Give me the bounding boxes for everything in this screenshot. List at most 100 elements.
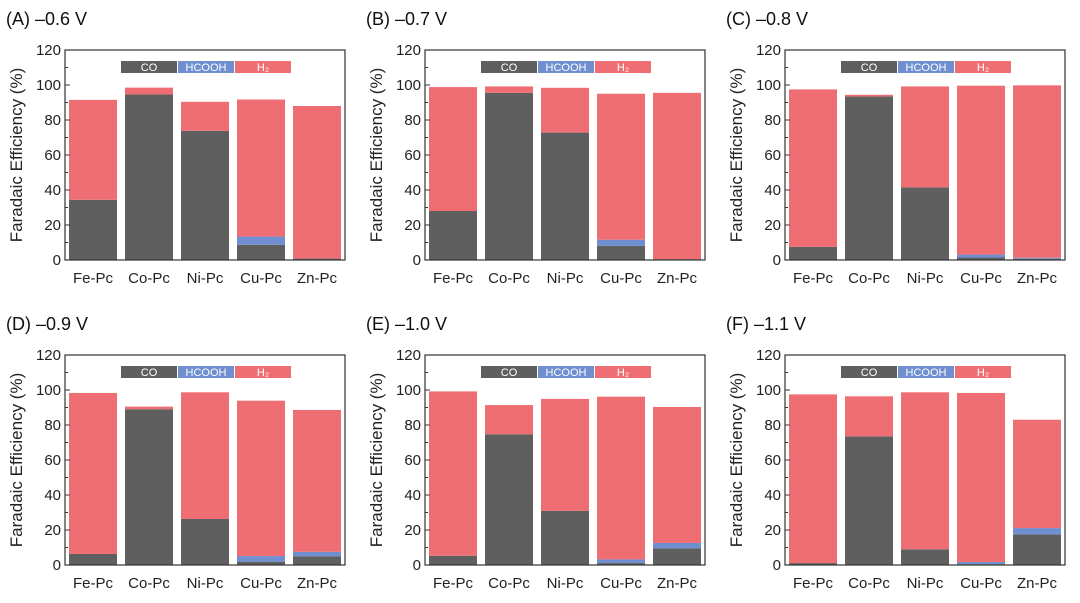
y-tick-label: 60 [404, 147, 421, 164]
legend-swatch-co [121, 366, 177, 378]
y-tick-label: 20 [404, 522, 421, 539]
legend-label-hcooh: HCOOH [546, 62, 587, 74]
y-tick-label: 0 [53, 557, 61, 574]
bar-h2-cu-pc [237, 99, 285, 237]
bar-h2-zn-pc [293, 106, 341, 259]
y-tick-label: 100 [36, 382, 61, 399]
x-tick-label: Fe-Pc [433, 270, 474, 287]
y-tick-label: 40 [764, 182, 781, 199]
panel-f: (F) –1.1 V Fe-Pc Co-Pc Ni-Pc Cu-Pc Zn-Pc 0 20 40… [726, 314, 1066, 592]
bar-co-fe-pc [789, 246, 837, 260]
x-tick-label: Co-Pc [848, 270, 890, 287]
bar-h2-ni-pc [901, 392, 949, 550]
bar-h2-co-pc [125, 87, 173, 95]
y-axis-label: Faradaic Efficiency (%) [7, 68, 26, 242]
legend-label-h2: H₂ [617, 62, 629, 74]
y-tick-label: 120 [36, 42, 61, 59]
x-tick-label: Co-Pc [848, 575, 890, 592]
legend-label-h2: H₂ [257, 367, 269, 379]
bar-co-cu-pc [237, 561, 285, 565]
x-tick-label: Ni-Pc [187, 270, 224, 287]
bar-co-cu-pc [957, 257, 1005, 260]
legend-swatch-hcooh [898, 61, 954, 73]
bar-h2-co-pc [845, 94, 893, 97]
legend: CO HCOOH H₂ [121, 61, 291, 74]
x-tick-label: Fe-Pc [73, 270, 114, 287]
legend-swatch-h2 [595, 61, 651, 73]
panel-title: (C) –0.8 V [726, 9, 808, 29]
legend-label-hcooh: HCOOH [906, 367, 947, 379]
y-tick-label: 100 [396, 77, 421, 94]
legend-label-hcooh: HCOOH [186, 367, 227, 379]
bar-h2-co-pc [485, 86, 533, 93]
y-tick-label: 120 [36, 347, 61, 364]
bar-co-co-pc [125, 94, 173, 260]
legend-swatch-h2 [235, 61, 291, 73]
x-tick-label: Zn-Pc [297, 575, 338, 592]
legend-label-hcooh: HCOOH [906, 62, 947, 74]
bar-hcooh-cu-pc [597, 559, 645, 564]
legend-label-h2: H₂ [257, 62, 269, 74]
x-tick-label: Fe-Pc [433, 575, 474, 592]
bar-co-co-pc [125, 409, 173, 565]
y-axis-label: Faradaic Efficiency (%) [727, 68, 746, 242]
y-tick-label: 60 [764, 452, 781, 469]
x-tick-label: Ni-Pc [547, 270, 584, 287]
bar-co-ni-pc [541, 510, 589, 565]
bar-co-co-pc [845, 436, 893, 565]
y-tick-label: 80 [764, 417, 781, 434]
bar-h2-fe-pc [789, 394, 837, 564]
legend-swatch-h2 [955, 61, 1011, 73]
x-tick-label: Fe-Pc [793, 270, 834, 287]
bar-hcooh-cu-pc [957, 562, 1005, 565]
bar-co-co-pc [485, 92, 533, 260]
x-tick-label: Cu-Pc [600, 575, 642, 592]
x-tick-label: Zn-Pc [657, 270, 698, 287]
legend-swatch-hcooh [898, 366, 954, 378]
legend: CO HCOOH H₂ [841, 366, 1011, 379]
bar-co-zn-pc [293, 556, 341, 565]
y-tick-label: 60 [44, 147, 61, 164]
panel-d: (D) –0.9 V Fe-Pc Co-Pc Ni-Pc Cu-Pc Zn-Pc 0 20 40… [6, 314, 346, 592]
panel-c: (C) –0.8 V Fe-Pc Co-Pc Ni-Pc Cu-Pc Zn-Pc 0 20 40… [726, 9, 1066, 287]
bar-co-zn-pc [1013, 258, 1061, 260]
bar-co-ni-pc [901, 549, 949, 565]
bar-h2-cu-pc [957, 392, 1005, 563]
legend-swatch-hcooh [538, 366, 594, 378]
bar-hcooh-cu-pc [237, 556, 285, 562]
legend-label-h2: H₂ [977, 62, 989, 74]
y-tick-label: 100 [756, 77, 781, 94]
bar-hcooh-zn-pc [293, 551, 341, 557]
bar-h2-fe-pc [69, 392, 117, 554]
bar-h2-ni-pc [181, 101, 229, 131]
panel-title: (D) –0.9 V [6, 314, 88, 334]
x-tick-label: Ni-Pc [907, 575, 944, 592]
y-tick-label: 0 [773, 557, 781, 574]
panel-e: (E) –1.0 V Fe-Pc Co-Pc Ni-Pc Cu-Pc Zn-Pc 0 20 40… [366, 314, 706, 592]
y-tick-label: 60 [44, 452, 61, 469]
bar-co-zn-pc [653, 548, 701, 565]
bar-co-fe-pc [789, 563, 837, 565]
legend-label-hcooh: HCOOH [186, 62, 227, 74]
legend-label-co: CO [141, 62, 158, 74]
bar-hcooh-cu-pc [957, 254, 1005, 258]
x-tick-label: Cu-Pc [240, 270, 282, 287]
panel-title: (F) –1.1 V [726, 314, 806, 334]
x-tick-label: Cu-Pc [240, 575, 282, 592]
bar-h2-zn-pc [1013, 419, 1061, 529]
y-tick-label: 100 [36, 77, 61, 94]
x-tick-label: Ni-Pc [187, 575, 224, 592]
legend-label-h2: H₂ [977, 367, 989, 379]
x-tick-label: Cu-Pc [960, 575, 1002, 592]
bar-h2-ni-pc [901, 86, 949, 188]
bar-co-cu-pc [597, 563, 645, 565]
x-tick-label: Fe-Pc [793, 575, 834, 592]
legend-label-co: CO [501, 367, 518, 379]
x-tick-label: Co-Pc [488, 575, 530, 592]
bar-h2-zn-pc [1013, 85, 1061, 258]
y-tick-label: 40 [44, 182, 61, 199]
legend-swatch-h2 [955, 366, 1011, 378]
bar-h2-cu-pc [597, 93, 645, 240]
y-tick-label: 20 [764, 522, 781, 539]
